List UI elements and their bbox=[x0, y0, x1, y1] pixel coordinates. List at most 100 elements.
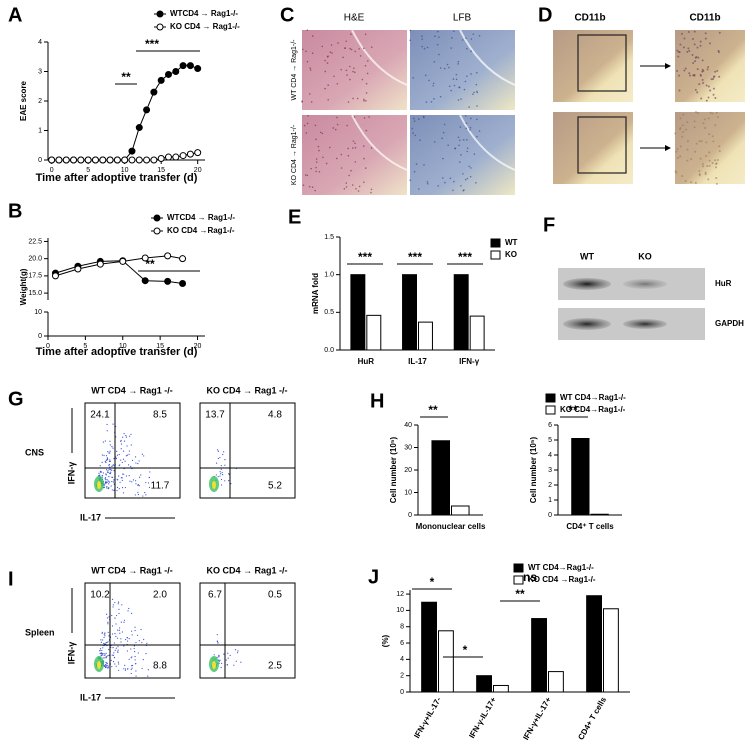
event-dot bbox=[147, 675, 149, 677]
event-dot bbox=[130, 630, 133, 632]
event-dot bbox=[109, 472, 111, 474]
cell-dot bbox=[305, 50, 307, 53]
cell-dot bbox=[343, 187, 346, 190]
y-tick-label: 40 bbox=[404, 422, 412, 429]
cell-dot bbox=[315, 170, 317, 173]
event-dot bbox=[131, 665, 133, 667]
cell-dot bbox=[686, 50, 689, 53]
y-tick-label: 6 bbox=[548, 422, 552, 429]
cell-dot bbox=[711, 161, 714, 164]
event-dot bbox=[105, 655, 107, 658]
event-dot bbox=[122, 436, 124, 438]
significance-label: *** bbox=[145, 37, 159, 51]
event-dot bbox=[111, 480, 113, 483]
event-dot bbox=[131, 667, 133, 669]
cell-dot bbox=[311, 52, 314, 55]
cell-dot bbox=[468, 106, 470, 108]
cell-dot bbox=[453, 84, 456, 87]
cell-dot bbox=[346, 124, 348, 127]
event-dot bbox=[99, 648, 102, 650]
cell-dot bbox=[465, 127, 467, 130]
event-dot bbox=[124, 668, 127, 670]
cell-dot bbox=[708, 133, 711, 136]
cell-dot bbox=[679, 145, 682, 148]
event-dot bbox=[222, 453, 224, 456]
cell-dot bbox=[438, 36, 440, 38]
cell-dot bbox=[345, 40, 348, 43]
cell-dot bbox=[693, 43, 696, 46]
data-point bbox=[113, 156, 121, 164]
cell-dot bbox=[328, 146, 331, 149]
event-dot bbox=[99, 465, 101, 467]
event-dot bbox=[220, 468, 222, 470]
cell-dot bbox=[370, 46, 373, 48]
cell-dot bbox=[350, 33, 352, 36]
event-dot bbox=[103, 486, 106, 488]
event-dot bbox=[115, 623, 117, 625]
event-dot bbox=[101, 632, 103, 634]
cell-dot bbox=[460, 185, 462, 187]
event-dot bbox=[122, 473, 124, 475]
event-dot bbox=[123, 440, 126, 442]
legend-marker bbox=[153, 227, 161, 235]
cell-dot bbox=[465, 122, 468, 124]
event-dot bbox=[216, 449, 219, 451]
cell-dot bbox=[356, 97, 359, 100]
data-point bbox=[128, 147, 136, 155]
x-axis-label: Time after adoptive transfer (d) bbox=[36, 346, 198, 358]
event-dot bbox=[137, 484, 139, 486]
event-dot bbox=[224, 464, 226, 466]
cell-dot bbox=[690, 158, 693, 161]
tissue-edge bbox=[351, 114, 408, 171]
cell-dot bbox=[684, 180, 687, 183]
event-dot bbox=[228, 480, 230, 482]
significance-label: * bbox=[430, 575, 435, 589]
cell-dot bbox=[308, 185, 311, 188]
event-dot bbox=[106, 481, 108, 483]
cell-dot bbox=[707, 178, 710, 181]
cell-dot bbox=[708, 159, 711, 162]
event-dot bbox=[112, 606, 114, 608]
cell-dot bbox=[701, 78, 704, 81]
cell-dot bbox=[470, 38, 473, 40]
event-dot bbox=[104, 643, 106, 645]
cell-dot bbox=[421, 38, 424, 40]
event-dot bbox=[108, 468, 110, 471]
cell-dot bbox=[345, 186, 348, 188]
cell-dot bbox=[326, 62, 329, 64]
event-dot bbox=[117, 646, 119, 648]
bar bbox=[571, 438, 590, 516]
event-dot bbox=[99, 653, 101, 655]
y-tick-label: 2 bbox=[400, 673, 404, 680]
event-dot bbox=[128, 658, 130, 660]
event-dot bbox=[218, 656, 220, 658]
event-dot bbox=[128, 435, 131, 437]
cell-dot bbox=[674, 170, 677, 173]
event-dot bbox=[125, 455, 127, 457]
cell-dot bbox=[692, 61, 695, 64]
event-dot bbox=[105, 461, 107, 464]
event-dot bbox=[110, 659, 112, 661]
quadrant-value: 8.8 bbox=[153, 661, 167, 672]
event-dot bbox=[120, 459, 122, 461]
bar bbox=[493, 684, 509, 693]
event-dot bbox=[227, 652, 229, 654]
event-dot bbox=[108, 464, 110, 466]
event-dot bbox=[143, 455, 145, 457]
ihc-image bbox=[553, 112, 633, 184]
event-dot bbox=[117, 601, 120, 603]
event-dot bbox=[99, 471, 102, 473]
cell-dot bbox=[694, 181, 697, 184]
event-dot bbox=[113, 483, 115, 485]
event-dot bbox=[119, 481, 121, 483]
event-dot bbox=[220, 478, 223, 481]
cell-dot bbox=[370, 188, 373, 191]
flow-x-label: IL-17 bbox=[80, 512, 101, 522]
event-dot bbox=[112, 604, 114, 606]
event-dot bbox=[102, 653, 104, 655]
event-dot bbox=[115, 614, 118, 617]
event-dot bbox=[102, 639, 104, 641]
cell-dot bbox=[454, 147, 456, 150]
event-dot bbox=[109, 440, 111, 442]
event-dot bbox=[113, 657, 116, 659]
